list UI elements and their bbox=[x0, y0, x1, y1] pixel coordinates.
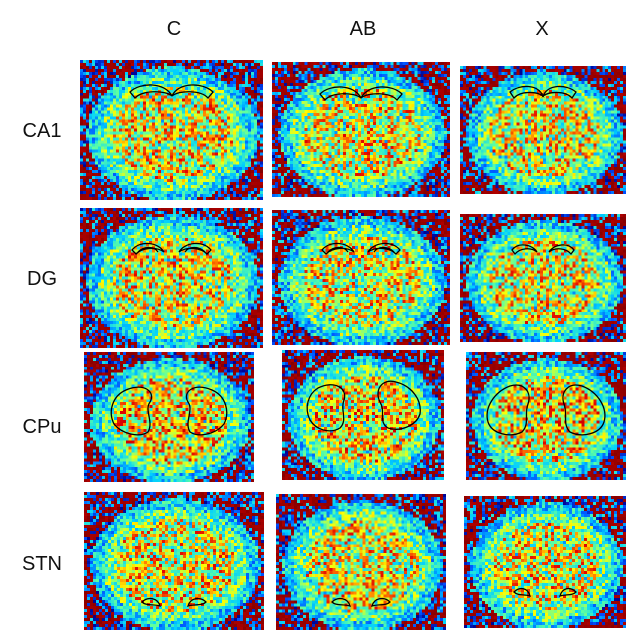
brain-slice-cpu-x bbox=[466, 352, 626, 480]
brain-slice-image bbox=[282, 350, 444, 480]
roi-outline bbox=[486, 384, 606, 436]
brain-slice-image bbox=[80, 208, 263, 348]
roi-outline bbox=[331, 597, 391, 607]
roi-outline bbox=[129, 84, 214, 99]
brain-slice-ca1-c bbox=[80, 60, 263, 200]
brain-slice-image bbox=[466, 352, 626, 480]
brain-slice-stn-c bbox=[84, 492, 264, 630]
brain-slice-image bbox=[272, 62, 450, 197]
brain-slice-image bbox=[276, 494, 446, 630]
brain-slice-image bbox=[80, 60, 263, 200]
brain-slice-cpu-c bbox=[84, 352, 254, 482]
brain-slice-image bbox=[460, 66, 626, 194]
row-label-stn: STN bbox=[22, 553, 62, 575]
brain-slice-dg-c bbox=[80, 208, 263, 348]
roi-outline bbox=[511, 244, 575, 256]
brain-slice-image bbox=[460, 214, 626, 342]
brain-slice-stn-ab bbox=[276, 494, 446, 630]
roi-outline bbox=[513, 587, 577, 597]
column-header-c: C bbox=[166, 18, 182, 40]
brain-slice-dg-ab bbox=[272, 210, 450, 345]
brain-slice-ca1-x bbox=[460, 66, 626, 194]
column-header-ab: AB bbox=[349, 18, 377, 40]
brain-slice-image bbox=[84, 352, 254, 482]
roi-outline bbox=[131, 242, 212, 255]
brain-slice-image bbox=[272, 210, 450, 345]
roi-outline bbox=[141, 597, 207, 607]
brain-slice-ca1-ab bbox=[272, 62, 450, 197]
row-label-cpu: CPu bbox=[22, 416, 62, 438]
roi-outline bbox=[509, 85, 577, 100]
roi-outline bbox=[321, 242, 401, 255]
roi-outline bbox=[110, 386, 228, 436]
roi-outline bbox=[319, 86, 403, 101]
brain-slice-cpu-ab bbox=[282, 350, 444, 480]
row-label-dg: DG bbox=[27, 268, 57, 290]
column-header-x: X bbox=[535, 18, 549, 40]
brain-slice-stn-x bbox=[464, 496, 626, 628]
row-label-ca1: CA1 bbox=[22, 120, 62, 142]
roi-outline bbox=[306, 380, 421, 432]
brain-slice-image bbox=[84, 492, 264, 630]
brain-slice-dg-x bbox=[460, 214, 626, 342]
brain-slice-image bbox=[464, 496, 626, 628]
